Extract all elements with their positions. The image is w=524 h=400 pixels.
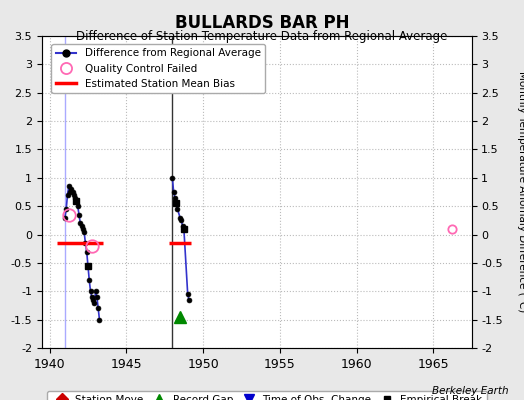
Text: BULLARDS BAR PH: BULLARDS BAR PH xyxy=(174,14,350,32)
Text: Berkeley Earth: Berkeley Earth xyxy=(432,386,508,396)
Text: Difference of Station Temperature Data from Regional Average: Difference of Station Temperature Data f… xyxy=(77,30,447,43)
Legend: Station Move, Record Gap, Time of Obs. Change, Empirical Break: Station Move, Record Gap, Time of Obs. C… xyxy=(47,391,487,400)
Y-axis label: Monthly Temperature Anomaly Difference (°C): Monthly Temperature Anomaly Difference (… xyxy=(517,71,524,313)
